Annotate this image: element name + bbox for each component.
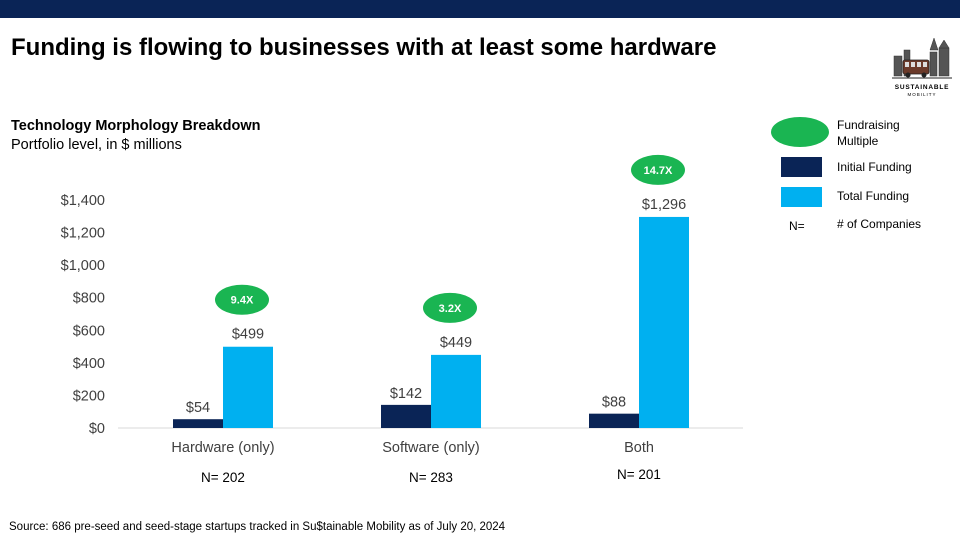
logo-text-bottom: MOBILITY (907, 92, 937, 97)
x-category-label: Software (only) (382, 440, 480, 456)
company-count-label: N= 283 (409, 470, 453, 485)
legend-total-swatch (781, 187, 822, 207)
bar-total-funding (223, 346, 273, 428)
x-category-label: Both (624, 440, 654, 456)
multiple-oval (423, 292, 477, 323)
legend-multiple-swatch (771, 117, 829, 147)
data-label-initial: $88 (602, 395, 626, 411)
source-footnote: Source: 686 pre-seed and seed-stage star… (9, 521, 506, 533)
page-title: Funding is flowing to businesses with at… (11, 34, 717, 61)
legend-initial-swatch (781, 157, 822, 177)
multiple-label: 14.7X (644, 165, 673, 177)
multiple-oval (631, 154, 685, 185)
x-category-label: Hardware (only) (171, 440, 274, 456)
y-tick-label: $0 (89, 421, 105, 437)
bar-initial-funding (173, 419, 223, 428)
chart-subtitle: Portfolio level, in $ millions (11, 137, 182, 153)
data-label-total: $499 (232, 327, 264, 343)
data-label-total: $449 (440, 335, 472, 351)
multiple-label: 9.4X (231, 295, 254, 307)
data-label-total: $1,296 (642, 197, 686, 213)
logo-skyline-icon (890, 32, 954, 84)
logo-text-top: SUSTAINABLE (894, 84, 950, 91)
bar-total-funding (431, 354, 481, 428)
y-tick-label: $800 (73, 291, 105, 307)
header-bar (0, 0, 960, 18)
company-count-label: N= 201 (617, 467, 661, 482)
data-label-initial: $142 (390, 386, 422, 402)
multiple-label: 3.2X (439, 303, 462, 315)
legend-initial-label: Initial Funding (837, 160, 912, 174)
y-tick-label: $400 (73, 356, 105, 372)
legend-n-symbol: N= (789, 219, 805, 233)
y-tick-label: $200 (73, 388, 105, 404)
company-count-label: N= 202 (201, 470, 245, 485)
data-label-initial: $54 (186, 400, 210, 416)
bar-initial-funding (589, 413, 639, 428)
y-tick-label: $1,400 (61, 193, 105, 209)
y-tick-label: $1,000 (61, 258, 105, 274)
legend-multiple-label-2: Multiple (837, 134, 879, 148)
bar-initial-funding (381, 404, 431, 428)
sustainable-mobility-logo: SUSTAINABLE MOBILITY (890, 32, 954, 100)
chart-title: Technology Morphology Breakdown (11, 118, 261, 134)
bar-total-funding (639, 216, 689, 428)
legend-total-label: Total Funding (837, 189, 910, 203)
y-tick-label: $1,200 (61, 226, 105, 242)
legend-multiple-label-1: Fundraising (837, 118, 900, 132)
multiple-oval (215, 284, 269, 315)
y-tick-label: $600 (73, 323, 105, 339)
legend-n-label: # of Companies (837, 217, 922, 231)
